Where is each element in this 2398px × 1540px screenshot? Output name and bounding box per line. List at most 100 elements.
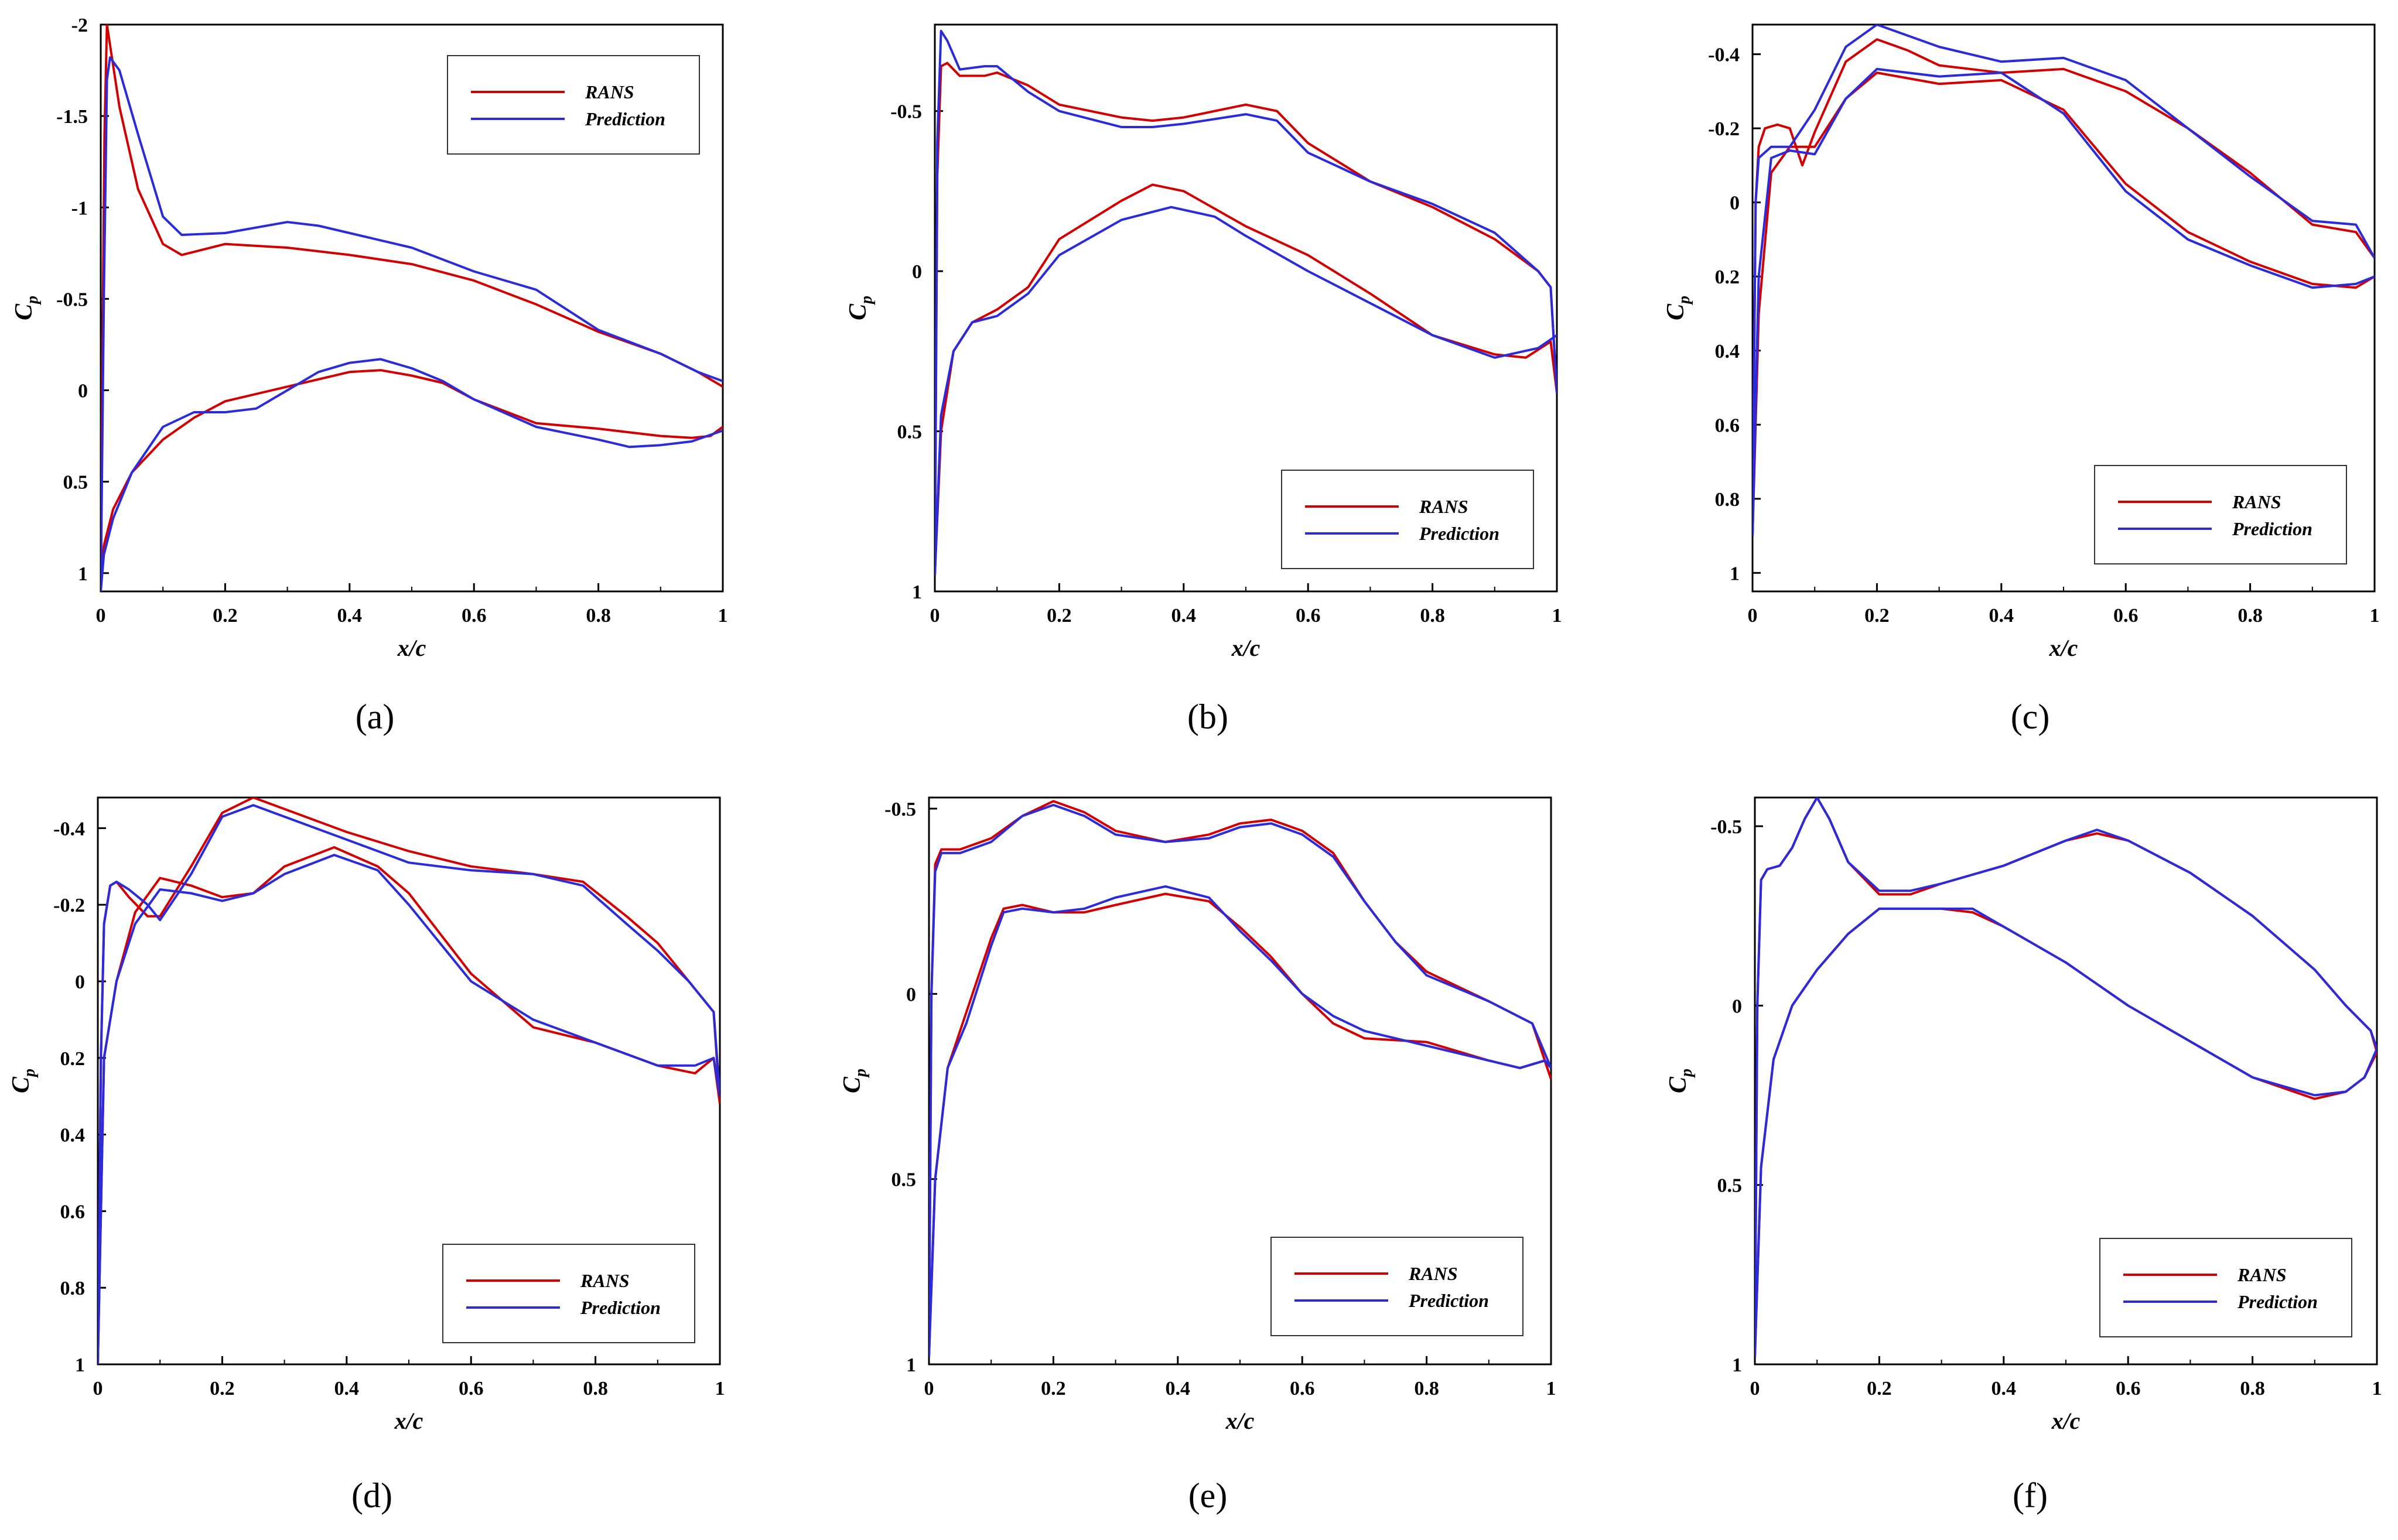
x-tick-label: 0 [1750,1378,1760,1399]
x-tick-label: 0.6 [1296,605,1321,627]
y-axis-title: Cp [845,296,876,320]
x-tick-label: 0.6 [2113,605,2139,627]
y-tick-label: -1 [71,197,88,219]
y-tick-label: 0 [906,984,916,1005]
x-tick-label: 0.2 [1041,1378,1066,1399]
legend-label-prediction: Prediction [1419,523,1499,544]
y-tick-label: 1 [1730,563,1740,584]
chart-panel-f: 0 0.2 0.4 0.6 0.8 1 -0.5 0 0.5 1 x/c Cp RANS Predicti… [1665,796,2382,1434]
x-tick-label: 0 [96,605,106,627]
legend-label-prediction: Prediction [1408,1290,1489,1311]
x-axis-title: x/c [2049,635,2078,661]
y-tick-label: -0.5 [884,799,916,820]
curve-prediction-lower [98,854,720,1364]
y-tick-label: -0.5 [1710,816,1742,838]
legend-label-rans: RANS [580,1270,630,1291]
curve-rans-upper [1753,38,2375,536]
legend-box [1270,1237,1523,1336]
x-tick-label: 0 [1748,605,1758,627]
x-tick-label: 1 [2372,1378,2382,1399]
x-tick-label: 0.8 [586,605,611,627]
y-tick-label: 0 [75,971,85,993]
legend-label-rans: RANS [2237,1264,2287,1285]
x-axis-title: x/c [1225,1408,1255,1434]
legend-label-prediction: Prediction [580,1297,661,1318]
legend-label-prediction: Prediction [585,108,665,129]
x-tick-label: 0.8 [2240,1378,2265,1399]
legend-box [2094,465,2347,564]
y-tick-label: 1 [1732,1354,1742,1376]
chart-panel-d: 0 0.2 0.4 0.6 0.8 1 -0.4 -0.2 0 0.2 0.4 0.6 0.8 1 x/c C… [8,796,725,1434]
x-axis-title: x/c [397,635,426,661]
x-tick-label: 0.4 [334,1378,360,1399]
caption-a: (a) [355,697,395,736]
y-tick-label: 0.4 [1715,341,1740,362]
y-tick-label: 1 [75,1354,85,1376]
curve-rans-upper [935,61,1557,576]
x-tick-label: 0.6 [462,605,487,627]
caption-c: (c) [2010,697,2050,736]
y-tick-label: 0.8 [60,1278,86,1299]
x-tick-label: 0.2 [213,605,238,627]
x-tick-label: 1 [1546,1378,1556,1399]
y-tick-label: 0.5 [897,422,923,443]
curve-prediction-lower [1753,67,2375,536]
x-tick-label: 0.6 [1290,1378,1315,1399]
legend-label-rans: RANS [1419,496,1468,517]
curve-prediction-lower [101,358,723,591]
x-tick-label: 0.4 [337,605,363,627]
curve-prediction-upper [929,803,1551,1357]
legend-box [2099,1238,2352,1337]
y-tick-label: -0.4 [1708,45,1740,66]
y-tick-label: -0.5 [890,101,922,123]
curve-prediction-upper [98,804,720,1364]
x-tick-label: 0 [930,605,940,627]
legend-label-prediction: Prediction [2237,1291,2318,1312]
y-axis-title: Cp [1665,1069,1696,1093]
x-tick-label: 0 [93,1378,103,1399]
chart-panel-c: 0 0.2 0.4 0.6 0.8 1 -0.4 -0.2 0 0.2 0.4 0.6 0.8 1 x/c C… [1662,23,2380,661]
y-tick-label: 0 [1732,995,1742,1017]
y-tick-label: -2 [71,15,88,36]
chart-panel-b: 0 0.2 0.4 0.6 0.8 1 -0.5 0 0.5 1 x/c Cp RANS Predicti… [845,23,1562,661]
legend-box [442,1244,695,1343]
x-tick-label: 0.8 [1414,1378,1439,1399]
x-tick-label: 0.4 [1166,1378,1191,1399]
x-tick-label: 0.2 [1867,1378,1892,1399]
y-tick-label: 0 [78,381,88,402]
y-tick-label: 1 [78,563,88,585]
x-tick-label: 1 [1552,605,1562,627]
legend-label-prediction: Prediction [2232,518,2312,539]
y-tick-label: 0.2 [1715,266,1740,288]
chart-panel-e: 0 0.2 0.4 0.6 0.8 1 -0.5 0 0.5 1 x/c Cp RANS Predicti… [839,796,1556,1434]
x-tick-label: 0 [924,1378,934,1399]
x-tick-label: 1 [718,605,728,627]
curve-rans-lower [101,369,723,583]
y-tick-label: 0.2 [60,1048,86,1070]
y-axis-title: Cp [839,1069,870,1093]
curve-prediction-upper [101,56,723,591]
legend-label-rans: RANS [1408,1263,1458,1284]
x-axis-title: x/c [1231,635,1261,661]
curve-prediction-upper [935,29,1557,576]
legend-box [1281,470,1534,569]
x-tick-label: 0.6 [459,1378,484,1399]
caption-b: (b) [1187,697,1228,736]
x-tick-label: 0.2 [1864,605,1890,627]
y-tick-label: -0.2 [1708,118,1740,140]
y-tick-label: 1 [912,581,922,603]
y-tick-label: 0.5 [63,472,88,494]
x-tick-label: 0.2 [1047,605,1072,627]
curve-rans-lower [929,892,1551,1357]
y-tick-label: 0.5 [891,1169,917,1191]
y-tick-label: -0.5 [56,289,88,310]
curve-prediction-upper [1753,25,2375,536]
y-axis-title: Cp [1662,296,1693,320]
caption-d: (d) [351,1476,392,1515]
legend-box [447,55,700,155]
chart-panel-a: 0 0.2 0.4 0.6 0.8 1 -2 -1.5 -1 -0.5 0 0.5 1 x/c Cp RANS… [11,15,728,661]
x-axis-title: x/c [2051,1408,2081,1434]
x-tick-label: 1 [2370,605,2380,627]
